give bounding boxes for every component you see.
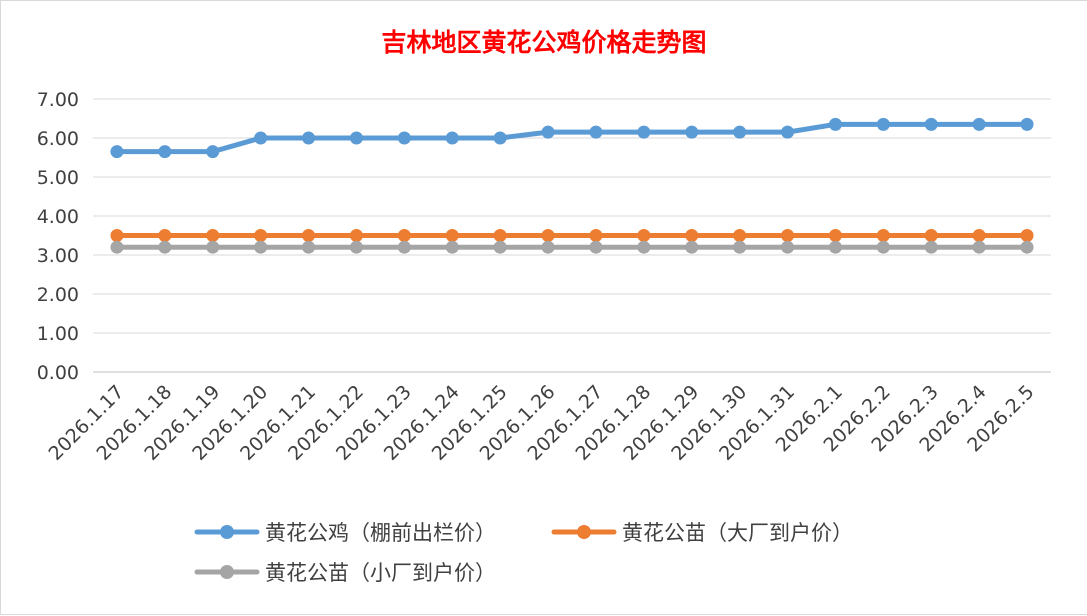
data-point — [349, 240, 363, 254]
series-3 — [110, 240, 1034, 254]
data-point — [206, 145, 220, 159]
y-tick-label: 7.00 — [37, 89, 79, 111]
data-point — [445, 131, 459, 145]
data-point — [733, 240, 747, 254]
chart-title: 吉林地区黄花公鸡价格走势图 — [381, 28, 706, 57]
y-axis-ticks: 0.00 1.00 2.00 3.00 4.00 5.00 6.00 7.00 — [37, 89, 79, 384]
data-point — [110, 240, 124, 254]
data-point — [110, 145, 124, 159]
data-point — [302, 131, 316, 145]
data-point — [685, 240, 699, 254]
data-point — [781, 229, 795, 242]
data-point — [349, 131, 363, 145]
data-point — [493, 229, 507, 242]
data-point — [733, 229, 747, 242]
x-axis-ticks: 2026.1.172026.1.182026.1.192026.1.202026… — [45, 381, 1039, 465]
data-point — [397, 229, 411, 242]
series-2 — [110, 229, 1034, 242]
data-point — [302, 229, 316, 242]
data-point — [589, 229, 603, 242]
legend-swatch-marker — [220, 525, 234, 539]
data-point — [637, 125, 651, 139]
data-point — [254, 229, 268, 242]
legend-item: 黄花公鸡（棚前出栏价） — [194, 521, 496, 545]
data-point — [972, 229, 986, 242]
data-point — [254, 131, 268, 145]
data-point — [206, 240, 220, 254]
legend-swatch-marker — [577, 525, 591, 539]
data-point — [876, 117, 890, 131]
series-layer — [110, 117, 1034, 254]
data-point — [589, 240, 603, 254]
data-point — [493, 131, 507, 145]
data-point — [924, 229, 938, 242]
data-point — [445, 229, 459, 242]
data-point — [828, 117, 842, 131]
y-tick-label: 6.00 — [37, 128, 79, 150]
series-line — [114, 121, 1030, 155]
legend-label: 黄花公鸡（棚前出栏价） — [265, 521, 496, 545]
y-tick-label: 1.00 — [37, 323, 79, 345]
data-point — [397, 240, 411, 254]
data-point — [541, 125, 555, 139]
data-point — [781, 240, 795, 254]
data-point — [876, 229, 890, 242]
data-point — [158, 145, 172, 159]
data-point — [828, 229, 842, 242]
data-point — [1020, 117, 1034, 131]
data-point — [110, 229, 124, 242]
legend-item: 黄花公苗（大厂到户价） — [551, 521, 853, 545]
data-point — [924, 240, 938, 254]
data-point — [1020, 229, 1034, 242]
data-point — [781, 125, 795, 139]
data-point — [445, 240, 459, 254]
data-point — [924, 117, 938, 131]
legend-label: 黄花公苗（小厂到户价） — [265, 561, 496, 585]
data-point — [733, 125, 747, 139]
data-point — [254, 240, 268, 254]
data-point — [637, 229, 651, 242]
data-point — [685, 125, 699, 139]
data-point — [541, 229, 555, 242]
data-point — [589, 125, 603, 139]
legend: 黄花公鸡（棚前出栏价） 黄花公苗（大厂到户价） 黄花公苗（小厂到户价） — [194, 521, 853, 585]
data-point — [685, 229, 699, 242]
data-point — [302, 240, 316, 254]
data-point — [541, 240, 555, 254]
data-point — [972, 117, 986, 131]
data-point — [206, 229, 220, 242]
legend-item: 黄花公苗（小厂到户价） — [194, 561, 496, 585]
data-point — [493, 240, 507, 254]
legend-swatch-marker — [220, 565, 234, 579]
data-point — [397, 131, 411, 145]
data-point — [972, 240, 986, 254]
series-1 — [110, 117, 1034, 159]
data-point — [158, 240, 172, 254]
data-point — [349, 229, 363, 242]
data-point — [637, 240, 651, 254]
y-tick-label: 5.00 — [37, 167, 79, 189]
y-tick-label: 4.00 — [37, 206, 79, 228]
data-point — [158, 229, 172, 242]
data-point — [876, 240, 890, 254]
data-point — [1020, 240, 1034, 254]
y-tick-label: 3.00 — [37, 245, 79, 267]
legend-label: 黄花公苗（大厂到户价） — [622, 521, 853, 545]
y-tick-label: 2.00 — [37, 284, 79, 306]
data-point — [828, 240, 842, 254]
y-tick-label: 0.00 — [37, 362, 79, 384]
